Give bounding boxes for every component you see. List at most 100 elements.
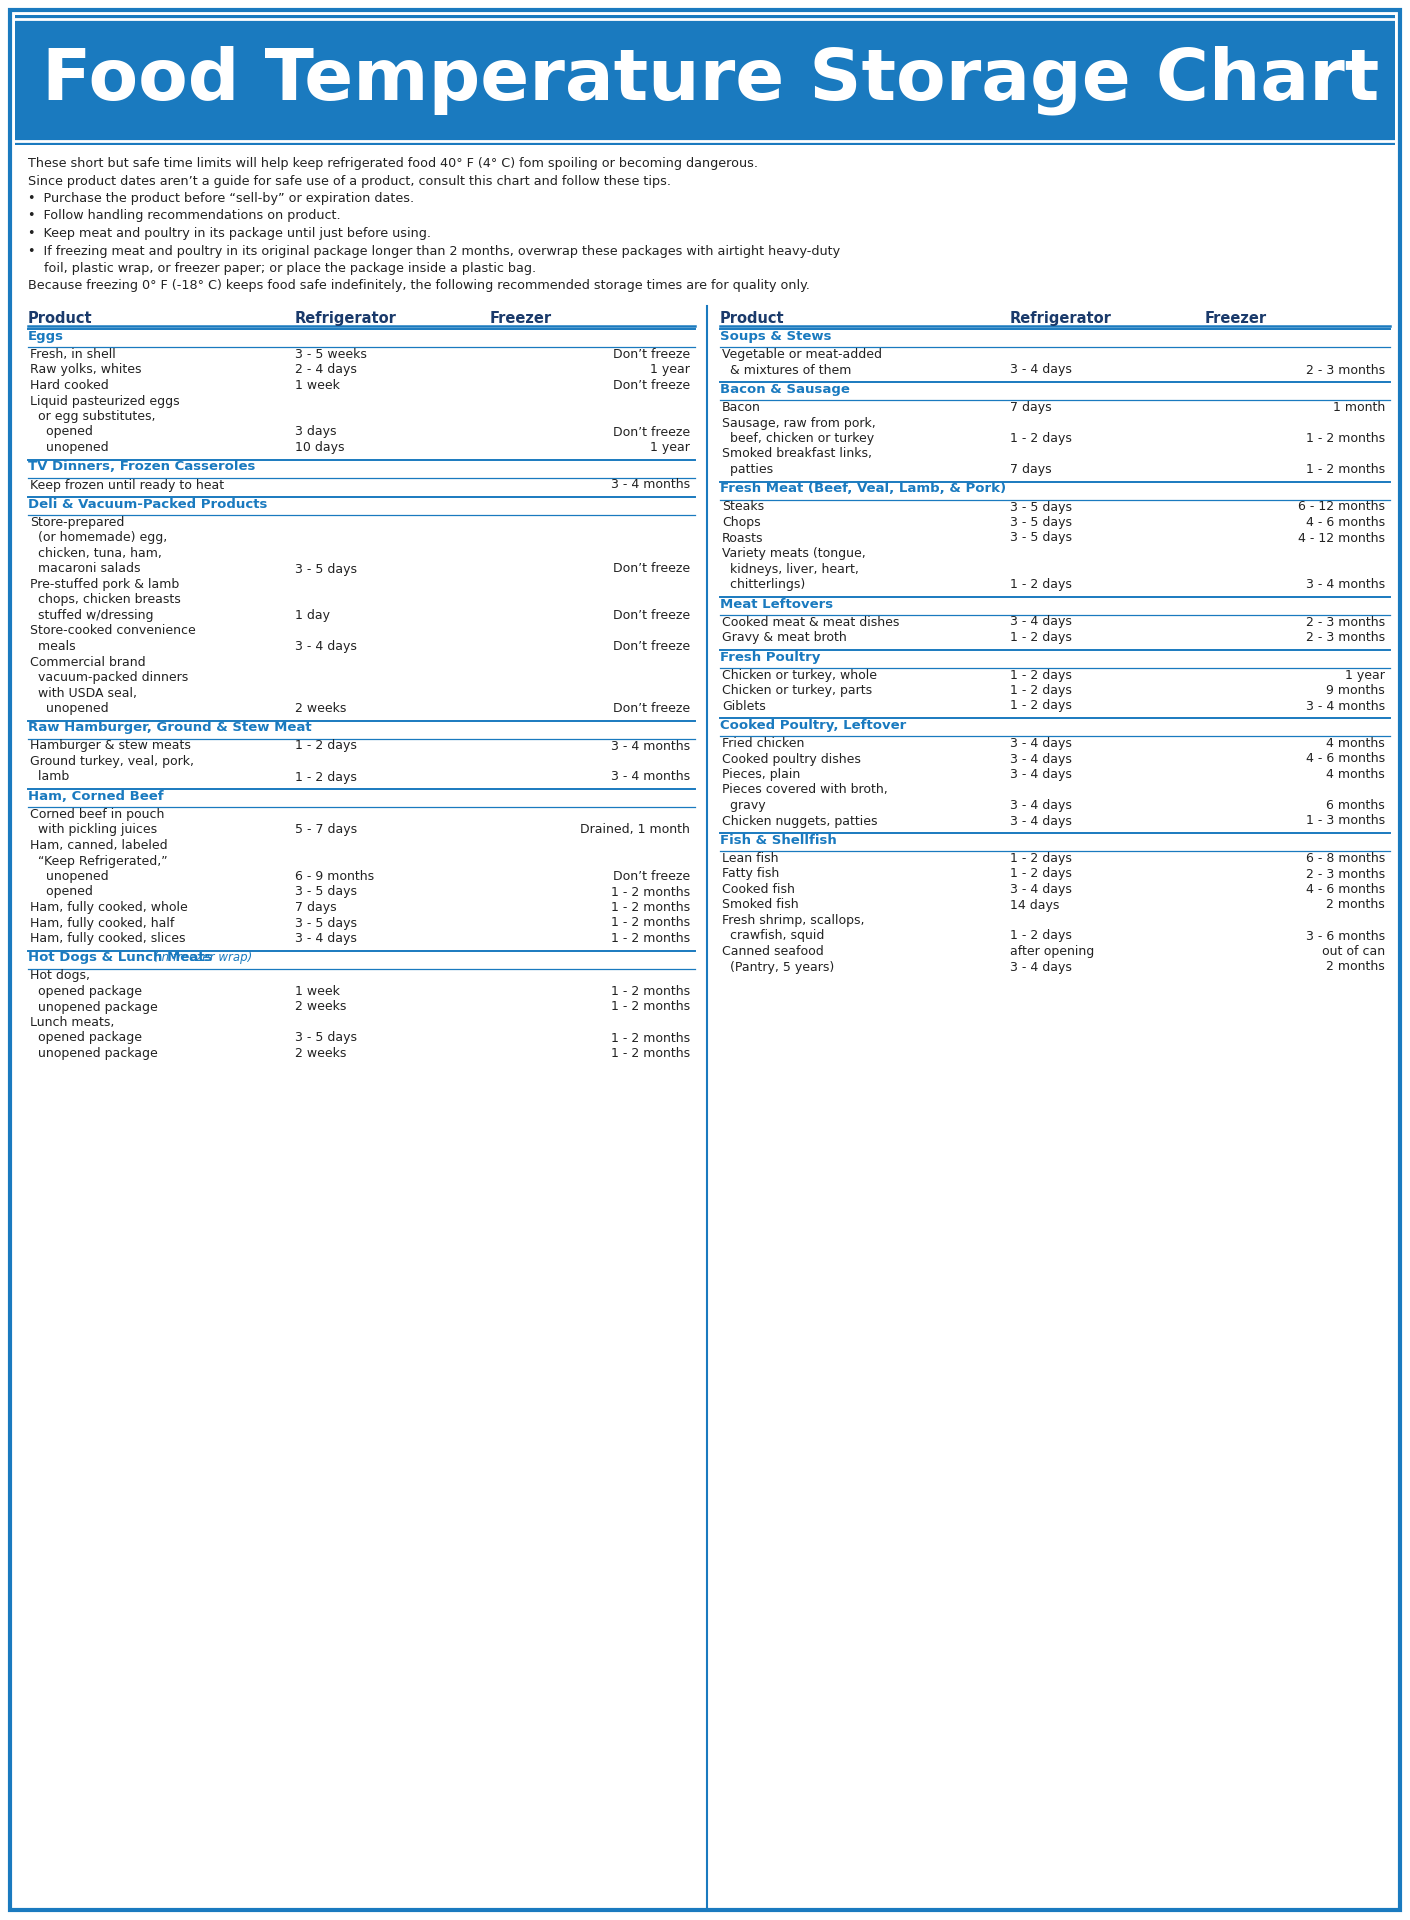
Text: Sausage, raw from pork,: Sausage, raw from pork, [722, 417, 876, 430]
Text: opened: opened [30, 426, 93, 438]
Text: chitterlings): chitterlings) [722, 578, 805, 591]
Text: Eggs: Eggs [28, 330, 63, 344]
Text: TV Dinners, Frozen Casseroles: TV Dinners, Frozen Casseroles [28, 461, 255, 474]
Text: •  Keep meat and poultry in its package until just before using.: • Keep meat and poultry in its package u… [28, 227, 431, 240]
Text: 9 months: 9 months [1327, 684, 1385, 697]
Text: Variety meats (tongue,: Variety meats (tongue, [722, 547, 866, 561]
Text: 2 - 3 months: 2 - 3 months [1306, 868, 1385, 881]
Text: •  Follow handling recommendations on product.: • Follow handling recommendations on pro… [28, 209, 341, 223]
Text: 3 - 4 days: 3 - 4 days [1010, 363, 1072, 376]
Text: unopened package: unopened package [30, 1046, 158, 1060]
Text: 4 - 6 months: 4 - 6 months [1306, 516, 1385, 530]
Text: unopened: unopened [30, 442, 109, 453]
Text: Don’t freeze: Don’t freeze [613, 378, 689, 392]
Text: patties: patties [722, 463, 773, 476]
Text: 3 - 5 days: 3 - 5 days [295, 885, 357, 899]
Text: 3 - 5 days: 3 - 5 days [295, 916, 357, 929]
Text: 3 - 5 weeks: 3 - 5 weeks [295, 348, 367, 361]
Text: stuffed w/dressing: stuffed w/dressing [30, 609, 154, 622]
Text: 1 - 2 months: 1 - 2 months [611, 900, 689, 914]
Text: 3 - 4 days: 3 - 4 days [1010, 814, 1072, 828]
Text: 2 months: 2 months [1327, 899, 1385, 912]
Text: 1 - 2 days: 1 - 2 days [1010, 668, 1072, 682]
Text: Freezer: Freezer [1206, 311, 1268, 326]
Text: Vegetable or meat-added: Vegetable or meat-added [722, 348, 883, 361]
Text: Ham, fully cooked, slices: Ham, fully cooked, slices [30, 931, 186, 945]
Text: 1 - 2 months: 1 - 2 months [611, 1031, 689, 1044]
Text: 1 week: 1 week [295, 985, 340, 998]
Text: 1 - 3 months: 1 - 3 months [1306, 814, 1385, 828]
Text: (in freezer wrap): (in freezer wrap) [149, 952, 252, 964]
Text: 7 days: 7 days [295, 900, 337, 914]
Text: Cooked poultry dishes: Cooked poultry dishes [722, 753, 862, 766]
Text: 3 - 4 days: 3 - 4 days [295, 639, 357, 653]
Text: 7 days: 7 days [1010, 463, 1052, 476]
Text: opened package: opened package [30, 985, 142, 998]
Text: 3 - 5 days: 3 - 5 days [1010, 516, 1072, 530]
Text: 2 months: 2 months [1327, 960, 1385, 973]
Text: 6 - 8 months: 6 - 8 months [1306, 852, 1385, 866]
Text: Hamburger & stew meats: Hamburger & stew meats [30, 739, 190, 753]
Text: 3 - 5 days: 3 - 5 days [1010, 532, 1072, 545]
Text: 1 year: 1 year [650, 363, 689, 376]
Text: & mixtures of them: & mixtures of them [722, 363, 852, 376]
Text: Drained, 1 month: Drained, 1 month [580, 824, 689, 837]
Text: 7 days: 7 days [1010, 401, 1052, 415]
Text: Refrigerator: Refrigerator [1010, 311, 1112, 326]
Text: 2 weeks: 2 weeks [295, 1046, 347, 1060]
Text: Food Temperature Storage Chart: Food Temperature Storage Chart [42, 46, 1379, 115]
Text: Lunch meats,: Lunch meats, [30, 1016, 114, 1029]
Text: Hot dogs,: Hot dogs, [30, 970, 90, 983]
Text: Chicken or turkey, whole: Chicken or turkey, whole [722, 668, 877, 682]
Text: Don’t freeze: Don’t freeze [613, 348, 689, 361]
Text: Store-cooked convenience: Store-cooked convenience [30, 624, 196, 637]
Text: 1 - 2 months: 1 - 2 months [611, 1046, 689, 1060]
Text: 3 - 4 days: 3 - 4 days [1010, 768, 1072, 781]
Text: Raw yolks, whites: Raw yolks, whites [30, 363, 141, 376]
Text: 1 - 2 days: 1 - 2 days [1010, 929, 1072, 943]
Text: 3 - 4 days: 3 - 4 days [1010, 799, 1072, 812]
Text: Chops: Chops [722, 516, 760, 530]
Text: Pieces, plain: Pieces, plain [722, 768, 801, 781]
Text: 3 - 4 days: 3 - 4 days [1010, 616, 1072, 628]
Text: Roasts: Roasts [722, 532, 763, 545]
Text: unopened: unopened [30, 870, 109, 883]
Text: These short but safe time limits will help keep refrigerated food 40° F (4° C) f: These short but safe time limits will he… [28, 157, 759, 171]
Text: 1 - 2 days: 1 - 2 days [1010, 432, 1072, 445]
Text: Ham, canned, labeled: Ham, canned, labeled [30, 839, 168, 852]
Text: 4 months: 4 months [1327, 737, 1385, 751]
Text: 1 - 2 days: 1 - 2 days [295, 770, 357, 783]
Text: Cooked fish: Cooked fish [722, 883, 795, 897]
Text: Lean fish: Lean fish [722, 852, 778, 866]
Text: unopened package: unopened package [30, 1000, 158, 1014]
Text: 1 - 2 days: 1 - 2 days [295, 739, 357, 753]
Text: opened: opened [30, 885, 93, 899]
Text: •  If freezing meat and poultry in its original package longer than 2 months, ov: • If freezing meat and poultry in its or… [28, 244, 840, 257]
Text: Product: Product [721, 311, 784, 326]
Text: Smoked fish: Smoked fish [722, 899, 798, 912]
Text: 1 - 2 months: 1 - 2 months [611, 985, 689, 998]
Text: 3 days: 3 days [295, 426, 337, 438]
Text: 3 - 5 days: 3 - 5 days [1010, 501, 1072, 513]
Text: 1 year: 1 year [650, 442, 689, 453]
Text: 3 - 5 days: 3 - 5 days [295, 1031, 357, 1044]
Text: Ground turkey, veal, pork,: Ground turkey, veal, pork, [30, 755, 195, 768]
Text: 3 - 4 days: 3 - 4 days [1010, 960, 1072, 973]
Text: Corned beef in pouch: Corned beef in pouch [30, 808, 165, 822]
Text: Don’t freeze: Don’t freeze [613, 426, 689, 438]
Text: Fish & Shellfish: Fish & Shellfish [721, 833, 836, 847]
Text: 3 - 4 months: 3 - 4 months [1306, 578, 1385, 591]
Text: after opening: after opening [1010, 945, 1094, 958]
Text: 2 weeks: 2 weeks [295, 703, 347, 714]
Text: 2 - 4 days: 2 - 4 days [295, 363, 357, 376]
Text: Chicken nuggets, patties: Chicken nuggets, patties [722, 814, 877, 828]
Text: Keep frozen until ready to heat: Keep frozen until ready to heat [30, 478, 224, 492]
Text: chops, chicken breasts: chops, chicken breasts [30, 593, 180, 607]
Text: 3 - 6 months: 3 - 6 months [1306, 929, 1385, 943]
Text: lamb: lamb [30, 770, 69, 783]
Text: 4 - 12 months: 4 - 12 months [1299, 532, 1385, 545]
Text: Pieces covered with broth,: Pieces covered with broth, [722, 783, 888, 797]
Text: 1 month: 1 month [1332, 401, 1385, 415]
Text: 2 - 3 months: 2 - 3 months [1306, 632, 1385, 643]
Text: with pickling juices: with pickling juices [30, 824, 157, 837]
